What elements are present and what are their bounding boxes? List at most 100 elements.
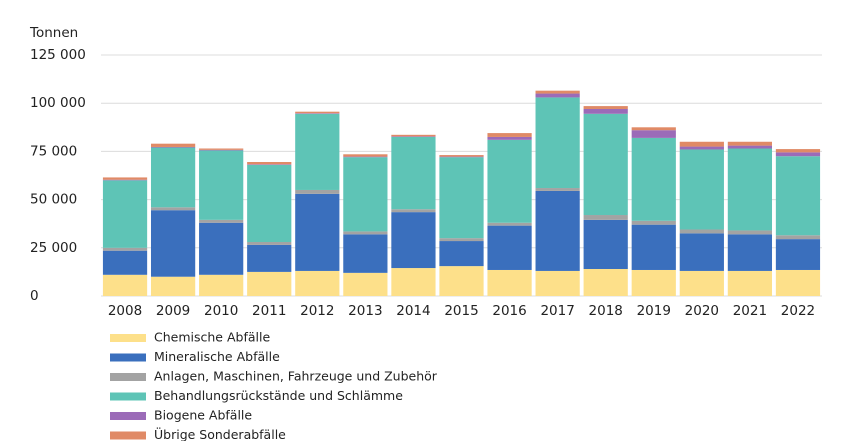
bar-segment [727,148,773,231]
bar-segment [583,219,628,270]
bar-segment [439,266,484,296]
legend-swatch [110,334,146,342]
bar-segment [439,157,484,239]
bar-segment [439,238,484,242]
bar-segment [102,179,148,181]
bar-segment [487,222,532,226]
y-tick-label: 25 000 [30,240,77,256]
bar-segment [295,189,340,194]
bar-segment [199,150,244,220]
bar-segment [247,164,292,243]
x-tick-label: 2010 [204,303,238,319]
y-tick-label: 125 000 [30,47,86,63]
legend-label: Übrige Sonderabfälle [154,426,286,441]
legend-swatch [110,412,146,420]
bar-segment [391,268,436,296]
bar-segment [631,130,676,138]
bar-segment [102,180,148,248]
bar-segment [535,90,580,94]
bar-segment [295,193,340,271]
bar-segment [631,269,676,296]
bar-segment [631,220,676,225]
bar-segment [247,242,292,245]
bar-segment [150,210,196,277]
x-tick-label: 2018 [589,303,623,319]
bar-segment [295,270,340,296]
x-tick-label: 2011 [252,303,286,319]
bar-segment [391,134,436,137]
bar-segment [727,141,773,146]
bar-segment [343,234,388,273]
bar-segment [535,188,580,191]
bar-segment [487,136,532,140]
bar-segment [247,164,292,165]
legend-swatch [110,373,146,381]
bar-segment [199,149,244,151]
x-tick-label: 2009 [156,303,190,319]
bar-segment [487,139,532,223]
bar-segment [150,146,196,148]
bar-segment [295,113,340,190]
bar-segment [775,156,821,236]
bar-segment [343,154,388,157]
bar-segment [535,190,580,271]
bar-segment [343,231,388,235]
bar-segment [102,177,148,180]
bar-segment [775,235,821,240]
x-tick-label: 2012 [300,303,334,319]
bar-segment [583,269,628,296]
legend-label: Anlagen, Maschinen, Fahrzeuge und Zubehö… [154,369,438,384]
bar-segment [631,224,676,270]
legend-label: Chemische Abfälle [154,330,270,345]
bar-segment [102,274,148,296]
bar-segment [535,97,580,189]
y-tick-label: 50 000 [30,192,77,208]
bar-segment [102,247,148,251]
bar-segment [343,157,388,232]
bar-segment [102,250,148,275]
bar-segment [631,137,676,221]
y-axis-label: Tonnen [29,25,78,41]
bar-segment [727,234,773,271]
x-tick-label: 2013 [348,303,382,319]
bar-segment [535,93,580,98]
bar-segment [679,149,724,230]
bar-segment [295,113,340,114]
bar-segment [775,239,821,270]
bar-segment [391,136,436,210]
x-tick-label: 2019 [637,303,671,319]
bar-segment [199,274,244,296]
y-tick-label: 75 000 [30,143,77,159]
bar-segment [150,207,196,211]
bar-segment [679,233,724,271]
legend-label: Mineralische Abfälle [154,349,280,364]
bar-segment [775,152,821,157]
x-tick-label: 2016 [492,303,526,319]
bar-segment [679,270,724,296]
bar-segment [247,162,292,165]
legend-label: Biogene Abfälle [154,408,252,423]
bar-segment [679,141,724,147]
bar-segment [583,113,628,216]
bar-segment [343,156,388,158]
x-tick-label: 2021 [733,303,767,319]
bar-segment [391,212,436,269]
x-tick-label: 2020 [685,303,719,319]
bar-segment [679,146,724,150]
bar-segment [391,209,436,213]
x-tick-label: 2017 [540,303,574,319]
legend-swatch [110,431,146,440]
bar-segment [583,106,628,109]
bar-segment [343,272,388,296]
legend-swatch [110,392,146,401]
bar-segment [679,229,724,234]
bar-segment [583,215,628,220]
bar-segment [775,269,821,296]
bar-segment [487,269,532,296]
bar-segment [535,270,580,296]
bar-segment [439,156,484,158]
bar-segment [583,108,628,114]
legend-label: Behandlungsrückstände und Schlämme [154,388,403,403]
bar-segment [199,148,244,150]
